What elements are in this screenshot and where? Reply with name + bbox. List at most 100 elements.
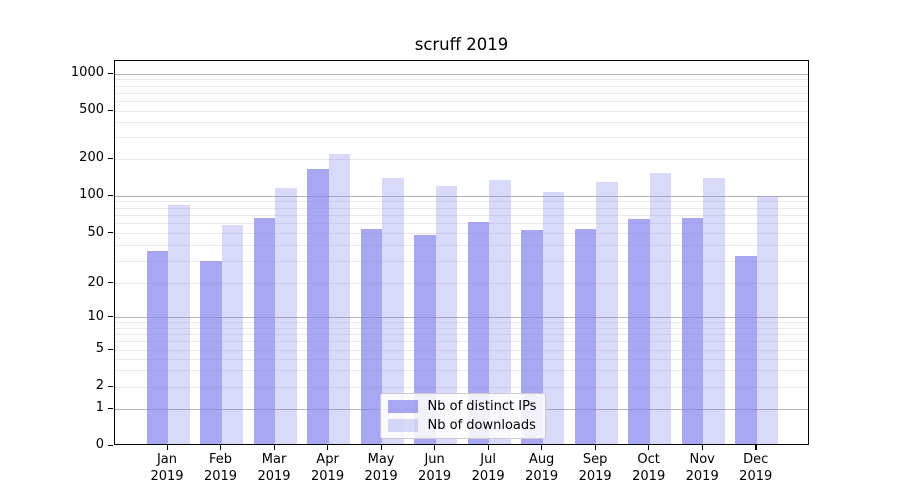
gridline-100 — [115, 195, 808, 197]
gridline-300 — [115, 137, 808, 139]
y-tick-mark-0 — [108, 444, 113, 446]
x-tick-mark-dec — [755, 445, 757, 450]
bar-feb-distinct-ips — [200, 261, 222, 444]
legend-swatch-ips — [387, 399, 418, 413]
bar-sep-downloads — [596, 182, 618, 444]
bar-aug-distinct-ips — [521, 229, 543, 444]
y-tick-mark-20 — [108, 282, 113, 284]
gridline-40 — [115, 245, 808, 247]
gridline-5 — [115, 349, 808, 351]
gridline-70 — [115, 215, 808, 217]
bar-mar-downloads — [275, 187, 297, 444]
x-tick-label-feb: Feb 2019 — [203, 452, 238, 484]
legend-label-ips: Nb of distinct IPs — [427, 398, 537, 414]
y-tick-label-10: 10 — [87, 308, 104, 324]
bar-jul-distinct-ips — [467, 221, 490, 444]
x-tick-mark-jul — [487, 445, 489, 450]
gridline-90 — [115, 201, 808, 203]
gridline-900 — [115, 79, 808, 81]
bar-oct-distinct-ips — [628, 219, 650, 444]
x-tick-label-sep: Sep 2019 — [578, 452, 612, 484]
bar-jun-distinct-ips — [414, 235, 436, 444]
y-tick-label-100: 100 — [79, 187, 104, 203]
gridline-800 — [115, 85, 808, 87]
x-tick-label-apr: Apr 2019 — [311, 452, 345, 484]
y-tick-mark-2 — [108, 385, 113, 387]
x-tick-label-dec: Dec 2019 — [739, 452, 773, 484]
legend-label-downloads: Nb of downloads — [427, 417, 536, 433]
x-tick-label-aug: Aug 2019 — [525, 452, 559, 484]
x-tick-mark-nov — [701, 445, 703, 450]
x-tick-mark-oct — [648, 445, 650, 450]
gridline-80 — [115, 207, 808, 209]
x-tick-mark-may — [380, 445, 382, 450]
x-tick-mark-jan — [166, 445, 168, 450]
bar-aug-downloads — [542, 192, 565, 444]
y-tick-label-50: 50 — [87, 224, 104, 240]
bar-apr-distinct-ips — [307, 169, 329, 444]
x-tick-label-oct: Oct 2019 — [632, 452, 666, 484]
bar-jan-distinct-ips — [146, 251, 168, 444]
x-tick-label-jun: Jun 2019 — [418, 452, 452, 484]
gridline-600 — [115, 100, 808, 102]
legend: Nb of distinct IPs Nb of downloads — [379, 392, 547, 439]
bar-feb-downloads — [221, 224, 243, 444]
gridline-1000 — [115, 73, 808, 75]
y-tick-mark-5 — [108, 348, 113, 350]
x-tick-mark-jun — [434, 445, 436, 450]
bar-mar-distinct-ips — [253, 217, 275, 444]
bar-jan-downloads — [168, 205, 190, 444]
y-tick-label-1: 1 — [95, 400, 104, 416]
y-tick-mark-100 — [108, 194, 113, 197]
x-tick-label-jul: Jul 2019 — [471, 452, 505, 484]
gridline-7 — [115, 333, 808, 335]
y-tick-label-0: 0 — [95, 437, 104, 452]
y-tick-label-500: 500 — [79, 102, 104, 117]
gridline-9 — [115, 322, 808, 324]
legend-swatch-downloads — [387, 418, 418, 432]
x-tick-label-may: May 2019 — [364, 452, 398, 484]
bar-oct-downloads — [649, 173, 672, 444]
bar-may-distinct-ips — [360, 228, 383, 444]
gridline-8 — [115, 327, 808, 329]
gridline-30 — [115, 261, 808, 263]
gridline-20 — [115, 283, 808, 285]
bar-jun-downloads — [435, 186, 458, 444]
x-tick-mark-aug — [541, 445, 543, 450]
bar-sep-distinct-ips — [574, 228, 597, 444]
plot-area: Nb of distinct IPs Nb of downloads — [114, 60, 809, 445]
y-tick-mark-10 — [108, 316, 113, 318]
legend-item-distinct-ips: Nb of distinct IPs — [387, 398, 537, 414]
gridline-4 — [115, 358, 808, 360]
gridline-3 — [115, 370, 808, 372]
y-tick-label-2: 2 — [95, 378, 104, 393]
gridline-700 — [115, 92, 808, 94]
chart-title: scruff 2019 — [414, 35, 509, 54]
bar-nov-downloads — [703, 178, 725, 444]
gridline-50 — [115, 233, 808, 235]
x-tick-mark-feb — [220, 445, 222, 450]
y-tick-mark-500 — [108, 109, 113, 111]
bar-apr-downloads — [328, 154, 351, 444]
bar-may-downloads — [382, 178, 404, 444]
x-tick-mark-apr — [327, 445, 329, 450]
x-tick-label-jan: Jan 2019 — [150, 452, 184, 484]
x-tick-mark-mar — [273, 445, 275, 450]
gridline-60 — [115, 223, 808, 225]
x-tick-label-nov: Nov 2019 — [685, 452, 719, 484]
y-tick-mark-200 — [108, 157, 113, 160]
gridline-200 — [115, 158, 808, 160]
y-tick-mark-1 — [108, 407, 113, 410]
y-tick-label-200: 200 — [79, 150, 104, 166]
y-tick-label-5: 5 — [95, 341, 104, 356]
bar-dec-distinct-ips — [735, 256, 757, 444]
y-tick-label-20: 20 — [87, 274, 104, 290]
gridline-6 — [115, 341, 808, 342]
bar-dec-downloads — [756, 195, 779, 444]
gridline-10 — [115, 317, 808, 319]
bar-jul-downloads — [489, 179, 511, 444]
y-tick-mark-1000 — [108, 72, 113, 75]
gridline-500 — [115, 110, 808, 112]
gridline-400 — [115, 122, 808, 124]
